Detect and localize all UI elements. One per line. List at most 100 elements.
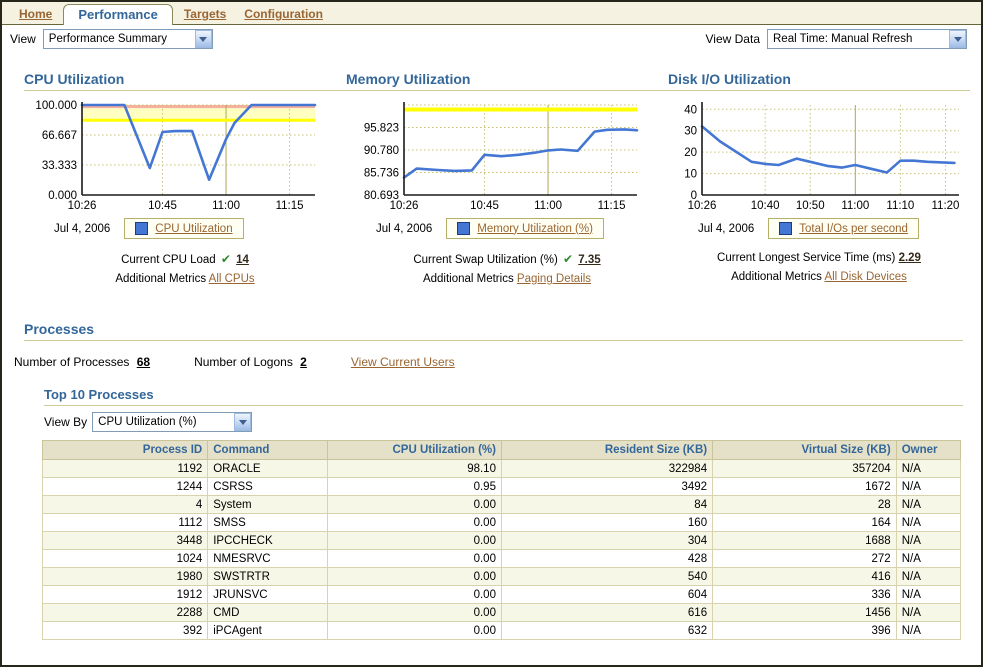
table-row: 1192 ORACLE 98.10 322984 357204 N/A <box>41 459 962 478</box>
table-cell: N/A <box>895 585 962 604</box>
svg-text:10: 10 <box>684 169 697 181</box>
svg-text:33.333: 33.333 <box>42 160 77 172</box>
memory-utilization-panel: Memory Utilization 80.693 85.736 90.780 95.… <box>346 71 668 285</box>
table-cell: 1244 <box>41 477 209 496</box>
divider <box>44 405 963 406</box>
legend-link-memory[interactable]: Memory Utilization (%) <box>477 222 593 235</box>
number-of-processes-label: Number of Processes <box>14 355 130 369</box>
table-cell: 1456 <box>712 603 897 622</box>
svg-text:66.667: 66.667 <box>42 130 77 142</box>
current-metric-label: Current Swap Utilization (%) <box>413 254 558 266</box>
table-row: 1244 CSRSS 0.95 3492 1672 N/A <box>41 477 962 496</box>
series-swatch-icon <box>457 222 471 235</box>
view-by-select-value: CPU Utilization (%) <box>98 416 197 428</box>
all-disk-devices-link[interactable]: All Disk Devices <box>824 271 907 283</box>
table-cell: 272 <box>712 549 897 568</box>
svg-text:0.000: 0.000 <box>48 190 77 202</box>
table-cell: 98.10 <box>326 459 502 478</box>
legend-link-cpu[interactable]: CPU Utilization <box>155 222 233 235</box>
table-cell: 304 <box>500 531 714 550</box>
table-row: 1024 NMESRVC 0.00 428 272 N/A <box>41 549 962 568</box>
current-metric-value[interactable]: 2.29 <box>898 252 921 264</box>
current-metric-label: Current Longest Service Time (ms) <box>717 252 896 264</box>
column-header[interactable]: CPU Utilization (%) <box>326 440 502 460</box>
svg-text:80.693: 80.693 <box>364 190 399 202</box>
table-cell: N/A <box>895 549 962 568</box>
tab-home[interactable]: Home <box>19 7 53 21</box>
table-row: 1980 SWSTRTR 0.00 540 416 N/A <box>41 567 962 586</box>
table-cell: 0.00 <box>326 603 502 622</box>
svg-text:11:00: 11:00 <box>534 200 562 212</box>
legend-link-disk[interactable]: Total I/Os per second <box>799 222 908 235</box>
table-row: 1112 SMSS 0.00 160 164 N/A <box>41 513 962 532</box>
column-header[interactable]: Resident Size (KB) <box>500 440 714 460</box>
table-cell: 164 <box>712 513 897 532</box>
column-header[interactable]: Process ID <box>41 440 209 460</box>
tab-configuration[interactable]: Configuration <box>244 7 323 21</box>
table-cell: 322984 <box>500 459 714 478</box>
table-cell: 3448 <box>41 531 209 550</box>
processes-section: Processes Number of Processes 68 Number … <box>2 321 981 369</box>
table-row: 2288 CMD 0.00 616 1456 N/A <box>41 603 962 622</box>
svg-text:90.780: 90.780 <box>364 145 399 157</box>
all-cpus-link[interactable]: All CPUs <box>208 273 255 285</box>
disk-io-utilization-panel: Disk I/O Utilization 0 10 20 30 40 10:26 10:40… <box>668 71 970 285</box>
svg-text:10:26: 10:26 <box>688 200 717 212</box>
table-cell: 428 <box>500 549 714 568</box>
svg-text:11:20: 11:20 <box>932 200 960 212</box>
tab-performance[interactable]: Performance <box>63 4 173 25</box>
column-header[interactable]: Owner <box>895 440 962 460</box>
view-data-select[interactable]: Real Time: Manual Refresh <box>767 29 967 49</box>
table-cell: 0.00 <box>326 495 502 514</box>
table-cell: 0.00 <box>326 621 502 640</box>
table-cell: System <box>207 495 328 514</box>
view-by-select[interactable]: CPU Utilization (%) <box>92 412 253 432</box>
additional-metrics-row: Additional Metrics All Disk Devices <box>668 271 970 283</box>
paging-details-link[interactable]: Paging Details <box>516 273 592 285</box>
svg-text:11:15: 11:15 <box>276 200 304 212</box>
table-cell: 28 <box>712 495 897 514</box>
svg-text:10:50: 10:50 <box>796 200 825 212</box>
column-header[interactable]: Virtual Size (KB) <box>712 440 897 460</box>
cpu-utilization-panel: CPU Utilization 0.000 33.333 66.667 100.000… <box>24 71 346 285</box>
table-cell: 0.00 <box>326 513 502 532</box>
column-header[interactable]: Command <box>207 440 328 460</box>
charts-row: CPU Utilization 0.000 33.333 66.667 100.000… <box>2 51 981 285</box>
table-cell: JRUNSVC <box>207 585 328 604</box>
additional-metrics-row: Additional Metrics All CPUs <box>24 273 346 285</box>
table-cell: 392 <box>41 621 209 640</box>
table-cell: 336 <box>712 585 897 604</box>
current-metric-value[interactable]: 7.35 <box>578 254 601 266</box>
svg-text:20: 20 <box>684 147 697 159</box>
view-data-label: View Data <box>705 32 760 46</box>
table-cell: 1112 <box>41 513 209 532</box>
processes-heading: Processes <box>24 321 95 337</box>
table-cell: 0.00 <box>326 585 502 604</box>
view-select[interactable]: Performance Summary <box>42 29 213 49</box>
svg-text:11:10: 11:10 <box>886 200 914 212</box>
svg-text:10:45: 10:45 <box>148 200 177 212</box>
table-cell: 1980 <box>41 567 209 586</box>
table-row: 1912 JRUNSVC 0.00 604 336 N/A <box>41 585 962 604</box>
view-by-label: View By <box>44 415 88 429</box>
additional-metrics-row: Additional Metrics Paging Details <box>346 273 668 285</box>
tab-targets[interactable]: Targets <box>183 7 227 21</box>
number-of-logons-value[interactable]: 2 <box>300 355 307 369</box>
series-swatch-icon <box>135 222 149 235</box>
table-cell: 1024 <box>41 549 209 568</box>
svg-text:11:15: 11:15 <box>598 200 626 212</box>
table-cell: 0.00 <box>326 549 502 568</box>
svg-text:40: 40 <box>684 104 697 116</box>
current-metric-value[interactable]: 14 <box>236 254 249 266</box>
table-cell: 4 <box>41 495 209 514</box>
memory-chart: 80.693 85.736 90.780 95.823 10:26 10:45 11:00 1… <box>346 99 668 218</box>
view-current-users-link[interactable]: View Current Users <box>350 355 455 369</box>
number-of-processes-value[interactable]: 68 <box>136 355 151 369</box>
table-cell: IPCCHECK <box>207 531 328 550</box>
table-cell: 396 <box>712 621 897 640</box>
table-cell: 0.00 <box>326 567 502 586</box>
table-cell: 0.00 <box>326 531 502 550</box>
series-swatch-icon <box>779 222 793 235</box>
table-cell: 1912 <box>41 585 209 604</box>
